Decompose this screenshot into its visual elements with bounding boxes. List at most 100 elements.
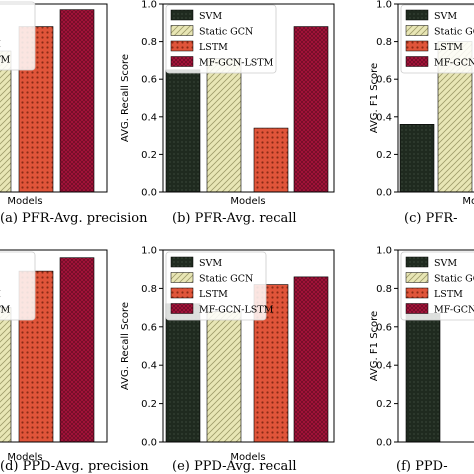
chart-panel-c: 0.0 0.2 0.4 0.6 0.8 1.0 AVG. F1 Score Models SVM…	[369, 0, 474, 226]
legend-label-mf-gcn-lstm: MF-GCN-	[434, 305, 474, 316]
legend-swatch-static-gcn	[405, 272, 429, 283]
chart-panel-f: 0.0 0.2 0.4 0.6 0.8 1.0 AVG. F1 Score SVM Static…	[369, 246, 474, 474]
legend-label-lstm: LSTM	[199, 289, 228, 300]
legend-label-lstm: LSTM	[434, 42, 463, 53]
bar-svm	[405, 313, 441, 443]
legend-swatch-svm	[405, 9, 429, 21]
y-axis-label: AVG. Recall Score	[120, 54, 131, 142]
legend-box	[165, 251, 267, 321]
chart-panel-a: ModelsNLSTMF-LSTM(a) PFR-Avg. precision	[0, 1, 148, 226]
legend-label-svm: SVM	[434, 258, 457, 269]
panel-caption: (c) PFR-	[404, 211, 458, 226]
y-tick-label: 0.8	[141, 37, 157, 48]
bar-static-gcn	[0, 50, 12, 193]
legend-swatch-static-gcn	[405, 25, 429, 36]
panel-caption: (b) PFR-Avg. recall	[172, 211, 297, 226]
panel-caption: (d) PPD-Avg. precision	[0, 459, 149, 474]
y-tick-label: 0.4	[376, 361, 392, 372]
legend-label-svm: SVM	[434, 11, 457, 22]
legend-label-mf-gcn-lstm: F-LSTM	[0, 305, 11, 316]
legend-swatch-svm	[405, 256, 429, 268]
x-axis-label: Models	[7, 196, 42, 207]
y-axis-label: AVG. F1 Score	[369, 311, 380, 381]
bar-mf-gcn-lstm	[59, 257, 95, 443]
bar-static-gcn	[206, 58, 242, 193]
legend-label-lstm: LSTM	[0, 39, 1, 50]
legend-label-lstm: LSTM	[434, 289, 463, 300]
bar-static-gcn	[206, 311, 242, 443]
y-tick-label: 0.6	[141, 75, 157, 86]
legend-label-lstm: LSTM	[199, 42, 228, 53]
legend-label-static-gcn: Static GCN	[199, 274, 253, 285]
legend-box	[400, 4, 474, 74]
legend-swatch-svm	[170, 9, 194, 21]
y-tick-label: 0.2	[141, 150, 157, 161]
legend-swatch-lstm	[405, 287, 429, 299]
y-tick-label: 1.0	[376, 246, 392, 257]
panel-caption: (a) PFR-Avg. precision	[0, 211, 148, 226]
axes-frame	[162, 3, 335, 193]
y-axis-label: AVG. F1 Score	[369, 63, 380, 133]
bar-mf-gcn-lstm	[293, 276, 329, 443]
legend-label-mf-gcn-lstm: MF-GCN-	[434, 58, 474, 69]
chart-panel-b: 0.0 0.2 0.4 0.6 0.8 1.0 AVG. Recall Score Model…	[120, 0, 335, 226]
legend-swatch-lstm	[170, 287, 194, 299]
bar-svm	[165, 303, 201, 443]
bar-static-gcn	[0, 307, 12, 443]
y-tick-label: 0.6	[141, 322, 157, 333]
bar-svm	[399, 124, 435, 193]
legend-swatch-mf-gcn-lstm	[405, 303, 429, 314]
y-tick-label: 0.2	[376, 399, 392, 410]
axes-frame	[397, 249, 474, 443]
legend-swatch-svm	[170, 256, 194, 268]
y-tick-label: 0.8	[376, 37, 392, 48]
y-tick-label: 0.8	[376, 284, 392, 295]
legend-label-mf-gcn-lstm: MF-GCN-LSTM	[199, 305, 274, 316]
bar-mf-gcn-lstm	[59, 9, 95, 193]
panel-caption: (f) PPD-	[396, 459, 448, 474]
legend-label-lstm: LSTM	[0, 289, 1, 300]
legend-swatch-lstm	[405, 40, 429, 52]
legend-swatch-lstm	[170, 40, 194, 52]
axes-frame	[162, 249, 335, 443]
legend-label-static-gcn: Static GC	[434, 274, 474, 285]
y-tick-label: 1.0	[141, 246, 157, 257]
bar-mf-gcn-lstm	[293, 26, 329, 193]
bar-lstm	[253, 127, 289, 193]
y-tick-label: 1.0	[141, 0, 157, 11]
legend-box	[0, 251, 36, 321]
legend-box	[0, 1, 36, 71]
y-tick-label: 1.0	[376, 0, 392, 11]
y-tick-label: 0.4	[141, 112, 157, 123]
legend-label-svm: SVM	[199, 258, 222, 269]
x-axis-label: Models	[230, 452, 265, 463]
y-tick-label: 0.0	[376, 438, 392, 449]
y-tick-label: 0.8	[141, 284, 157, 295]
axes-frame	[397, 3, 474, 193]
legend-label-static-gcn: Static GCN	[199, 27, 253, 38]
legend-swatch-mf-gcn-lstm	[170, 56, 194, 67]
axes-frame	[0, 249, 108, 443]
chart-panel-e: 0.0 0.2 0.4 0.6 0.8 1.0 AVG. Recall Score Model…	[120, 246, 335, 474]
legend-box	[400, 251, 474, 321]
x-axis-label: Models	[230, 196, 265, 207]
y-tick-label: 0.0	[376, 188, 392, 199]
panel-caption: (e) PPD-Avg. recall	[172, 459, 297, 474]
legend-label-mf-gcn-lstm: MF-GCN-LSTM	[199, 58, 274, 69]
legend-swatch-mf-gcn-lstm	[405, 56, 429, 67]
y-tick-label: 0.4	[376, 112, 392, 123]
y-tick-label: 0.2	[141, 399, 157, 410]
legend-swatch-mf-gcn-lstm	[170, 303, 194, 314]
legend-swatch-static-gcn	[170, 272, 194, 283]
legend-label-static-gcn: Static GCN	[434, 27, 474, 38]
y-tick-label: 0.6	[376, 75, 392, 86]
y-tick-label: 0.2	[376, 150, 392, 161]
y-tick-label: 0.6	[376, 322, 392, 333]
y-tick-label: 0.4	[141, 361, 157, 372]
bar-svm	[165, 69, 201, 193]
legend-box	[165, 4, 277, 74]
y-axis-label: AVG. Recall Score	[120, 302, 131, 390]
chart-panel-d: ModelsNLSTMF-LSTM(d) PPD-Avg. precision	[0, 249, 149, 474]
legend-label-mf-gcn-lstm: F-LSTM	[0, 55, 11, 66]
